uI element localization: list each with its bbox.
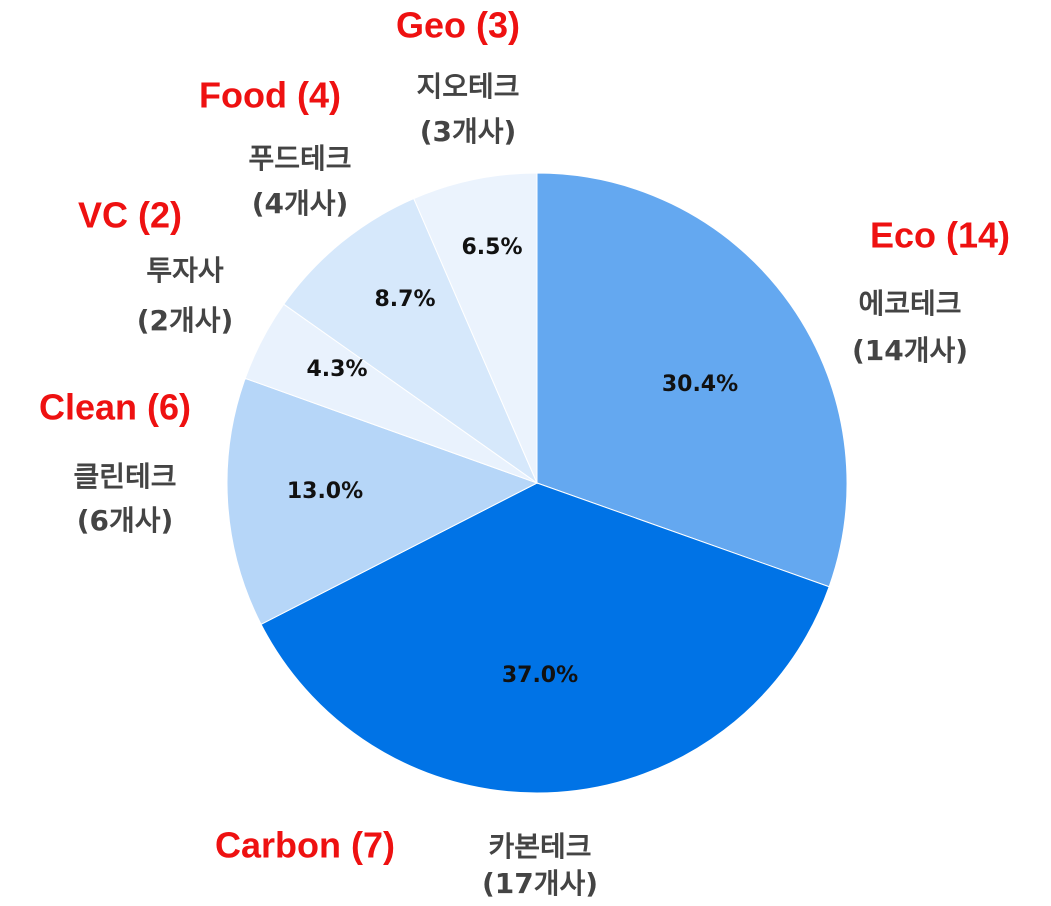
value-label: 30.4% bbox=[662, 372, 738, 397]
count-label: (3개사) bbox=[420, 115, 517, 148]
pie-slice bbox=[260, 482, 830, 794]
value-label: 8.7% bbox=[374, 287, 435, 312]
category-label: 에코테크 bbox=[858, 287, 961, 320]
count-label: (17개사) bbox=[482, 867, 598, 900]
annotation: Food (4) bbox=[199, 75, 341, 116]
pie-slice bbox=[536, 172, 848, 588]
value-label: 13.0% bbox=[287, 479, 363, 504]
count-label: (14개사) bbox=[852, 334, 968, 367]
pie-slice bbox=[413, 172, 538, 484]
category-label: 카본테크 bbox=[488, 830, 591, 863]
value-label: 6.5% bbox=[461, 235, 522, 260]
count-label: (2개사) bbox=[137, 304, 234, 337]
annotation: Geo (3) bbox=[396, 5, 520, 46]
count-label: (6개사) bbox=[77, 504, 174, 537]
annotation: Eco (14) bbox=[870, 215, 1010, 256]
annotation: VC (2) bbox=[78, 195, 182, 236]
value-label: 4.3% bbox=[306, 357, 367, 382]
category-label: 투자사 bbox=[146, 254, 224, 287]
annotation: Carbon (7) bbox=[215, 825, 395, 866]
pie-slice bbox=[283, 197, 539, 485]
annotation: Clean (6) bbox=[39, 387, 191, 428]
category-label: 클린테크 bbox=[73, 460, 176, 493]
pie-slice bbox=[226, 377, 539, 625]
category-label: 푸드테크 bbox=[248, 142, 351, 175]
count-label: (4개사) bbox=[252, 187, 349, 220]
category-label: 지오테크 bbox=[416, 70, 519, 103]
value-label: 37.0% bbox=[502, 663, 578, 688]
